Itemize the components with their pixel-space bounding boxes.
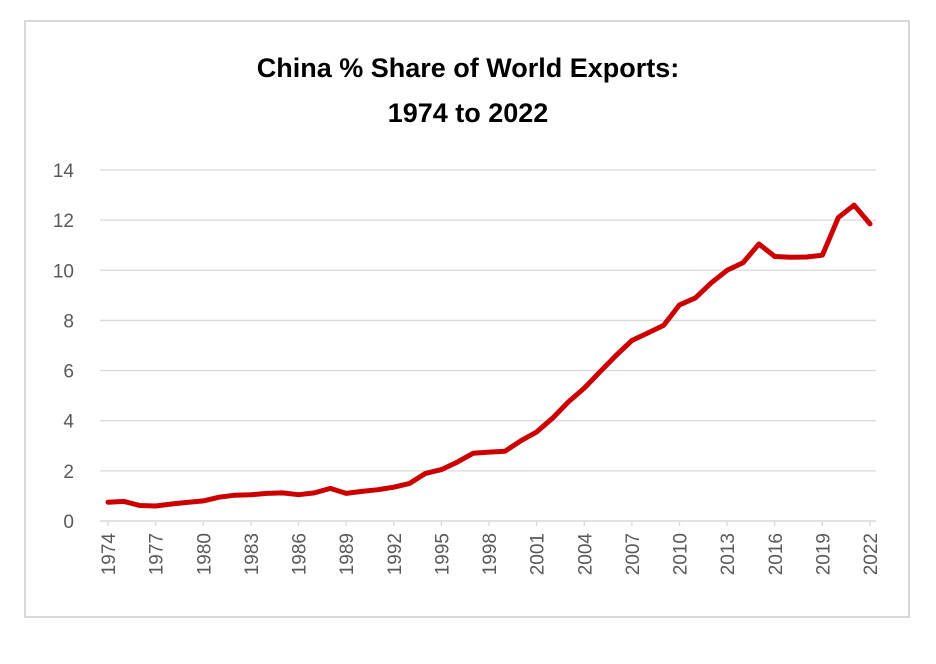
x-tick-label: 2022	[861, 533, 882, 575]
x-tick-label: 1983	[242, 533, 263, 575]
x-tick-label: 1977	[147, 533, 168, 575]
gridlines	[100, 169, 876, 522]
x-axis-ticks: 1974 1977 1980 1983 1986 1989 1992 1995 1998 2001…	[99, 521, 882, 575]
y-tick-label: 4	[63, 412, 74, 433]
x-tick-label: 1986	[290, 533, 311, 575]
chart-title-line-2: 1974 to 2022	[387, 98, 549, 128]
chart-frame	[24, 20, 910, 618]
x-tick-label: 2010	[671, 533, 692, 575]
y-tick-label: 10	[53, 261, 74, 282]
y-tick-label: 14	[53, 161, 75, 182]
y-tick-label: 12	[53, 211, 74, 232]
x-tick-label: 1992	[385, 533, 406, 575]
x-tick-label: 1989	[337, 533, 358, 575]
x-tick-label: 2016	[766, 533, 787, 575]
x-tick-label: 1974	[99, 533, 120, 576]
x-tick-label: 2007	[623, 533, 644, 575]
x-tick-label: 1980	[194, 533, 215, 575]
y-tick-label: 8	[63, 311, 74, 332]
y-tick-label: 6	[63, 362, 74, 383]
chart-title-line-1: China % Share of World Exports:	[256, 53, 680, 83]
x-tick-label: 2019	[813, 533, 834, 575]
x-tick-label: 2004	[575, 533, 596, 576]
x-tick-label: 1995	[432, 533, 453, 575]
y-tick-label: 0	[63, 512, 74, 533]
x-tick-label: 2001	[528, 533, 549, 575]
x-tick-label: 2013	[718, 533, 739, 575]
y-tick-label: 2	[63, 462, 74, 483]
x-tick-label: 1998	[480, 533, 501, 575]
series-group	[105, 202, 873, 509]
series-line	[105, 202, 873, 509]
y-axis-ticks: 0 2 4 6 8 10 12 14	[53, 161, 75, 533]
